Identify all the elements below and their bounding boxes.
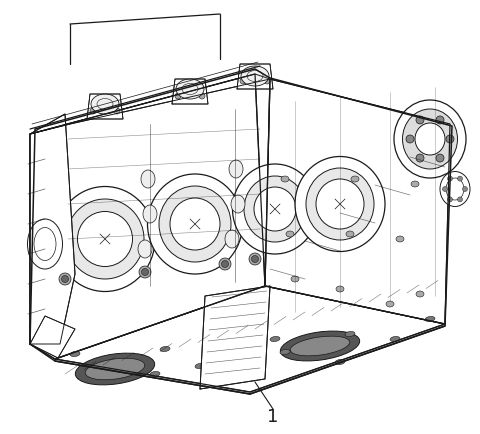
Ellipse shape — [416, 155, 424, 163]
Polygon shape — [237, 65, 273, 90]
Ellipse shape — [91, 95, 119, 115]
Ellipse shape — [411, 181, 419, 187]
Polygon shape — [200, 286, 270, 389]
Ellipse shape — [159, 187, 231, 263]
Ellipse shape — [346, 231, 354, 237]
Ellipse shape — [229, 161, 243, 178]
Ellipse shape — [295, 157, 385, 252]
Ellipse shape — [406, 136, 414, 144]
Ellipse shape — [249, 253, 261, 265]
Ellipse shape — [280, 350, 290, 355]
Ellipse shape — [252, 256, 259, 263]
Ellipse shape — [114, 109, 120, 115]
Ellipse shape — [235, 357, 245, 362]
Ellipse shape — [176, 80, 204, 100]
Ellipse shape — [394, 101, 466, 178]
Polygon shape — [87, 95, 123, 120]
Ellipse shape — [170, 198, 220, 250]
Ellipse shape — [463, 187, 468, 192]
Ellipse shape — [59, 273, 71, 285]
Polygon shape — [55, 286, 445, 392]
Ellipse shape — [70, 352, 80, 357]
Ellipse shape — [335, 360, 345, 365]
Ellipse shape — [77, 212, 132, 267]
Ellipse shape — [290, 336, 350, 356]
Ellipse shape — [264, 79, 270, 85]
Ellipse shape — [199, 94, 205, 100]
Ellipse shape — [443, 187, 447, 192]
Ellipse shape — [219, 258, 231, 270]
Ellipse shape — [66, 200, 144, 279]
Ellipse shape — [403, 110, 457, 170]
Ellipse shape — [143, 206, 157, 224]
Ellipse shape — [336, 286, 344, 293]
Ellipse shape — [390, 337, 400, 342]
Polygon shape — [30, 316, 75, 358]
Ellipse shape — [415, 124, 445, 156]
Ellipse shape — [447, 197, 453, 202]
Ellipse shape — [316, 180, 364, 230]
Ellipse shape — [436, 117, 444, 125]
Ellipse shape — [232, 164, 317, 254]
Ellipse shape — [440, 172, 470, 207]
Ellipse shape — [147, 174, 242, 274]
Ellipse shape — [446, 136, 454, 144]
Polygon shape — [265, 80, 450, 324]
Ellipse shape — [345, 332, 355, 337]
Ellipse shape — [286, 231, 294, 237]
Ellipse shape — [175, 94, 181, 100]
Ellipse shape — [85, 358, 145, 380]
Polygon shape — [30, 75, 270, 135]
Ellipse shape — [61, 276, 69, 283]
Ellipse shape — [457, 177, 463, 182]
Ellipse shape — [139, 266, 151, 278]
Ellipse shape — [416, 117, 424, 125]
Ellipse shape — [141, 171, 155, 188]
Ellipse shape — [90, 109, 96, 115]
Ellipse shape — [241, 67, 269, 87]
Ellipse shape — [281, 177, 289, 183]
Ellipse shape — [244, 177, 306, 243]
Polygon shape — [30, 115, 75, 344]
Ellipse shape — [291, 276, 299, 283]
Ellipse shape — [55, 187, 155, 292]
Ellipse shape — [457, 197, 463, 202]
Ellipse shape — [280, 331, 360, 361]
Ellipse shape — [160, 347, 170, 352]
Text: 1: 1 — [267, 407, 279, 425]
Ellipse shape — [386, 301, 394, 307]
Ellipse shape — [416, 291, 424, 297]
Ellipse shape — [270, 337, 280, 342]
Ellipse shape — [138, 240, 152, 258]
Ellipse shape — [221, 261, 228, 268]
Ellipse shape — [306, 169, 374, 240]
Ellipse shape — [231, 196, 245, 214]
Ellipse shape — [396, 237, 404, 243]
Polygon shape — [30, 75, 265, 359]
Ellipse shape — [447, 177, 453, 182]
Ellipse shape — [75, 353, 155, 385]
Ellipse shape — [436, 155, 444, 163]
Ellipse shape — [425, 317, 435, 322]
Ellipse shape — [150, 372, 160, 377]
Ellipse shape — [240, 79, 246, 85]
Polygon shape — [172, 80, 208, 105]
Ellipse shape — [225, 230, 239, 248]
Ellipse shape — [142, 269, 148, 276]
Ellipse shape — [254, 187, 296, 231]
Ellipse shape — [351, 177, 359, 183]
Ellipse shape — [195, 364, 205, 369]
